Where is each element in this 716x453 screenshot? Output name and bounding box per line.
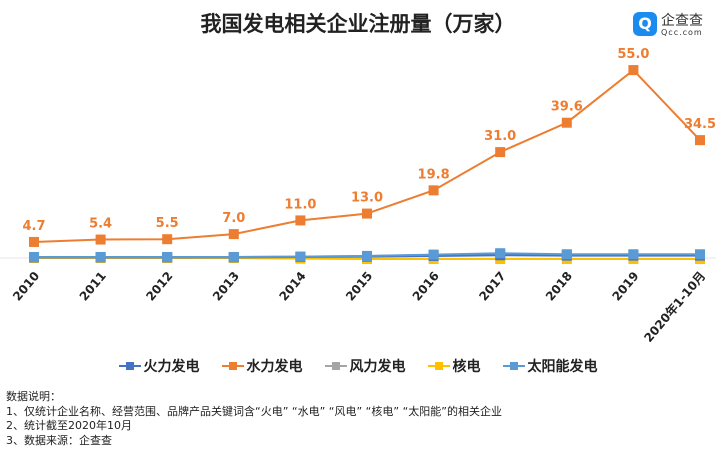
x-tick-label: 2014 bbox=[277, 269, 309, 304]
data-point bbox=[162, 234, 173, 245]
data-point bbox=[695, 135, 705, 146]
data-point bbox=[29, 236, 39, 247]
data-point bbox=[628, 249, 639, 260]
note-line: 3、数据来源：企查查 bbox=[6, 433, 112, 447]
x-tick-label: 2015 bbox=[343, 269, 375, 304]
data-label: 7.0 bbox=[222, 211, 245, 226]
qcc-logo-icon: Q bbox=[633, 12, 657, 36]
qcc-logo: Q 企查查 Qcc.com bbox=[633, 10, 713, 40]
notes: 数据说明： 1、仅统计企业名称、经营范围、品牌产品关键词含“火电” “水电” “… bbox=[6, 390, 502, 448]
data-point bbox=[362, 250, 372, 261]
legend-item: 核电 bbox=[427, 356, 481, 376]
x-tick-label: 2016 bbox=[410, 269, 442, 304]
logo-domain: Qcc.com bbox=[661, 28, 703, 37]
legend-label: 水力发电 bbox=[246, 359, 303, 375]
line-chart: 2010 2011 2012 2013 2014 2015 2016 2017 2018 2019… bbox=[0, 47, 716, 345]
legend-item: 太阳能发电 bbox=[502, 356, 598, 376]
data-point bbox=[561, 117, 572, 128]
data-point bbox=[162, 251, 173, 262]
data-point bbox=[561, 249, 572, 260]
x-tick-label: 2018 bbox=[543, 269, 575, 304]
legend-item: 水力发电 bbox=[221, 356, 303, 376]
data-label: 19.8 bbox=[418, 167, 450, 182]
data-label: 4.7 bbox=[22, 219, 45, 234]
x-tick-label: 2010 bbox=[10, 269, 42, 304]
data-point bbox=[95, 234, 106, 245]
data-point bbox=[628, 65, 639, 76]
x-tick-label: 2012 bbox=[143, 269, 175, 304]
data-label: 13.0 bbox=[351, 191, 383, 206]
data-label: 55.0 bbox=[617, 47, 649, 62]
legend-item: 火力发电 bbox=[118, 356, 200, 376]
data-label: 39.6 bbox=[551, 100, 583, 115]
data-point bbox=[95, 251, 106, 262]
legend-swatch bbox=[427, 362, 450, 370]
x-tick-label: 2013 bbox=[210, 269, 242, 304]
legend-item: 风力发电 bbox=[324, 356, 406, 376]
data-point bbox=[428, 249, 439, 260]
data-label: 11.0 bbox=[284, 197, 316, 212]
x-tick-label: 2011 bbox=[77, 269, 109, 304]
legend-swatch bbox=[502, 362, 525, 370]
legend-swatch bbox=[324, 362, 347, 370]
data-point bbox=[428, 185, 439, 196]
chart-title: 我国发电相关企业注册量（万家） bbox=[200, 12, 516, 36]
data-point bbox=[695, 249, 705, 260]
data-point bbox=[495, 248, 506, 259]
legend-label: 风力发电 bbox=[349, 359, 406, 375]
logo-name: 企查查 bbox=[661, 13, 703, 29]
data-label: 31.0 bbox=[484, 129, 516, 144]
legend: 火力发电 水力发电 风力发电 核电 太阳能发电 bbox=[0, 356, 716, 376]
note-line: 1、仅统计企业名称、经营范围、品牌产品关键词含“火电” “水电” “风电” “核… bbox=[6, 404, 502, 418]
legend-swatch bbox=[118, 362, 141, 370]
x-tick-label: 2019 bbox=[610, 269, 642, 304]
legend-swatch bbox=[221, 362, 244, 370]
data-label: 5.4 bbox=[89, 217, 112, 232]
data-point bbox=[228, 251, 239, 262]
data-label: 5.5 bbox=[156, 216, 179, 231]
x-tick-label: 2017 bbox=[476, 269, 508, 304]
legend-label: 核电 bbox=[452, 359, 481, 375]
data-point bbox=[362, 208, 372, 219]
note-line: 数据说明： bbox=[6, 390, 61, 403]
data-point bbox=[495, 147, 506, 158]
data-label: 34.5 bbox=[684, 117, 716, 132]
legend-label: 太阳能发电 bbox=[527, 359, 598, 375]
data-point bbox=[228, 229, 239, 240]
x-tick-label: 2020年1-10月 bbox=[641, 268, 709, 345]
legend-label: 火力发电 bbox=[143, 359, 200, 375]
data-point bbox=[295, 251, 306, 262]
note-line: 2、统计截至2020年10月 bbox=[6, 419, 132, 432]
data-point bbox=[295, 215, 306, 226]
data-point bbox=[29, 251, 39, 262]
